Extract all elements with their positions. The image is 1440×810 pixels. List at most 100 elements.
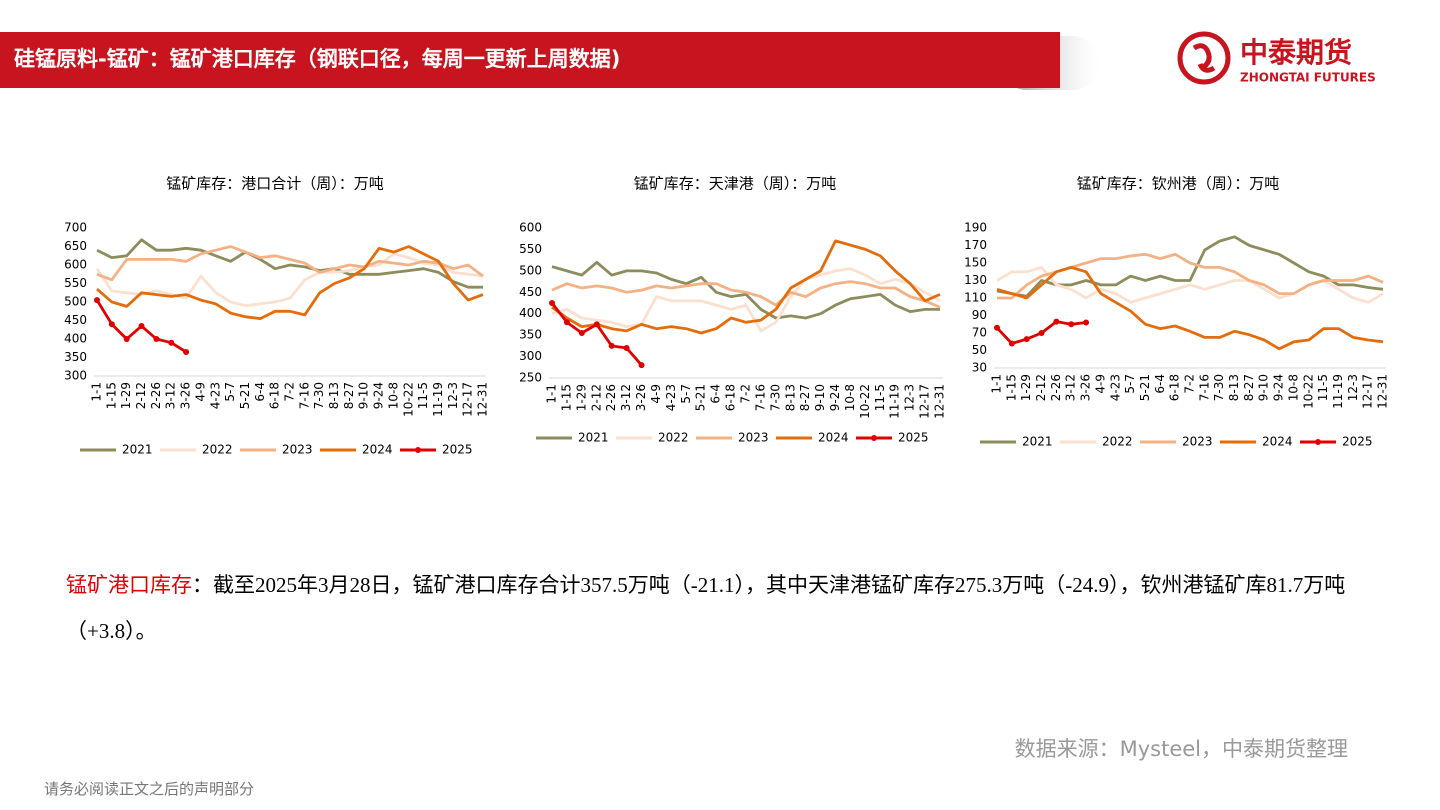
x-tick-label: 1-29 [1019, 374, 1033, 401]
x-tick-label: 7-2 [283, 382, 297, 402]
x-tick-label: 10-8 [843, 384, 857, 411]
y-tick-label: 190 [964, 221, 987, 235]
x-tick-label: 1-15 [559, 384, 573, 411]
x-tick-label: 12-17 [1361, 374, 1375, 409]
logo-ring [1177, 31, 1231, 85]
data-point [138, 323, 145, 330]
legend-label: 2021 [578, 431, 609, 445]
series-line [551, 239, 941, 335]
data-point [1023, 336, 1030, 343]
x-tick-label: 11-5 [1316, 374, 1330, 401]
y-tick-label: 350 [64, 350, 87, 364]
source: 数据来源：Mysteel，中泰期货整理 [1015, 737, 1348, 761]
x-tick-label: 10-8 [386, 382, 400, 409]
data-point [168, 339, 175, 346]
x-tick-label: 12-17 [461, 382, 475, 417]
y-tick-label: 600 [519, 221, 542, 235]
x-tick-label: 9-10 [357, 382, 371, 409]
x-tick-label: 4-23 [1108, 374, 1122, 401]
data-point [593, 321, 600, 328]
data-point [1068, 321, 1075, 328]
x-tick-label: 5-21 [238, 382, 252, 409]
x-tick-label: 1-29 [574, 384, 588, 411]
data-point [94, 297, 100, 304]
x-tick-label: 2-12 [589, 384, 603, 411]
data-point [1038, 330, 1045, 336]
data-point [1053, 318, 1060, 325]
legend-label: 2022 [202, 443, 233, 457]
y-tick-label: 70 [972, 326, 987, 340]
x-tick-label: 5-7 [679, 384, 693, 404]
legend-label: 2022 [1102, 435, 1133, 449]
y-tick-label: 30 [972, 361, 987, 375]
data-point [638, 362, 645, 369]
legend-label: 2025 [898, 431, 929, 445]
legend-label: 2024 [1262, 435, 1293, 449]
x-tick-label: 8-13 [783, 384, 797, 411]
legend-marker [1315, 439, 1321, 445]
data-point [563, 319, 570, 326]
data-point [153, 336, 160, 342]
x-tick-label: 8-27 [798, 384, 812, 411]
legend-label: 2025 [1342, 435, 1373, 449]
data-point [994, 324, 1000, 331]
y-tick-label: 90 [972, 308, 987, 322]
x-tick-label: 7-30 [312, 382, 326, 409]
y-tick-label: 150 [964, 256, 987, 270]
y-tick-label: 300 [519, 349, 542, 363]
chart-title: 锰矿库存：天津港（周）：万吨 [634, 175, 837, 193]
x-tick-label: 11-5 [416, 382, 430, 409]
chart-title: 锰矿库存：钦州港（周）：万吨 [1077, 175, 1280, 193]
y-tick-label: 110 [964, 291, 987, 305]
x-tick-label: 6-18 [724, 384, 738, 411]
x-tick-label: 5-21 [1138, 374, 1152, 401]
x-tick-label: 3-12 [619, 384, 633, 411]
x-tick-label: 6-4 [709, 384, 723, 404]
legend-label: 2022 [658, 431, 689, 445]
legend-label: 2023 [282, 443, 313, 457]
y-tick-label: 300 [64, 369, 87, 383]
x-tick-label: 6-4 [253, 382, 267, 402]
y-tick-label: 500 [519, 263, 542, 277]
summary-label: 锰矿港口库存 [66, 573, 192, 597]
series-line [551, 267, 941, 333]
logo-name: 中泰期货 [1240, 36, 1352, 69]
x-tick-label: 7-30 [768, 384, 782, 411]
x-tick-label: 9-10 [1257, 374, 1271, 401]
y-tick-label: 350 [519, 328, 542, 342]
series-line [996, 235, 1384, 298]
header-bar [0, 32, 1060, 88]
x-tick-label: 4-9 [193, 382, 207, 402]
series-line [96, 238, 483, 289]
legend-label: 2024 [818, 431, 849, 445]
legend-label: 2023 [738, 431, 769, 445]
x-tick-label: 11-19 [1331, 374, 1345, 409]
y-tick-label: 250 [519, 371, 542, 385]
x-tick-label: 6-18 [268, 382, 282, 409]
data-point [123, 336, 130, 342]
x-tick-label: 12-17 [918, 384, 932, 419]
x-tick-label: 6-4 [1153, 374, 1167, 394]
legend-label: 2021 [1022, 435, 1053, 449]
x-tick-label: 9-24 [1272, 374, 1286, 401]
y-tick-label: 170 [964, 238, 987, 252]
x-tick-label: 12-3 [1346, 374, 1360, 401]
logo-name-en: ZHONGTAI FUTURES [1240, 71, 1376, 85]
x-tick-label: 7-2 [739, 384, 753, 404]
y-tick-label: 550 [519, 242, 542, 256]
x-tick-label: 1-15 [1004, 374, 1018, 401]
legend-label: 2021 [122, 443, 153, 457]
data-point [549, 300, 555, 306]
x-tick-label: 3-26 [1079, 374, 1093, 401]
x-tick-label: 7-30 [1212, 374, 1226, 401]
x-tick-label: 2-12 [1034, 374, 1048, 401]
series-line [996, 266, 1384, 351]
y-tick-label: 400 [519, 306, 542, 320]
x-tick-label: 7-16 [1197, 374, 1211, 401]
x-tick-label: 7-16 [297, 382, 311, 409]
x-tick-label: 10-22 [1301, 374, 1315, 409]
x-tick-label: 10-22 [858, 384, 872, 419]
x-tick-label: 3-26 [634, 384, 648, 411]
